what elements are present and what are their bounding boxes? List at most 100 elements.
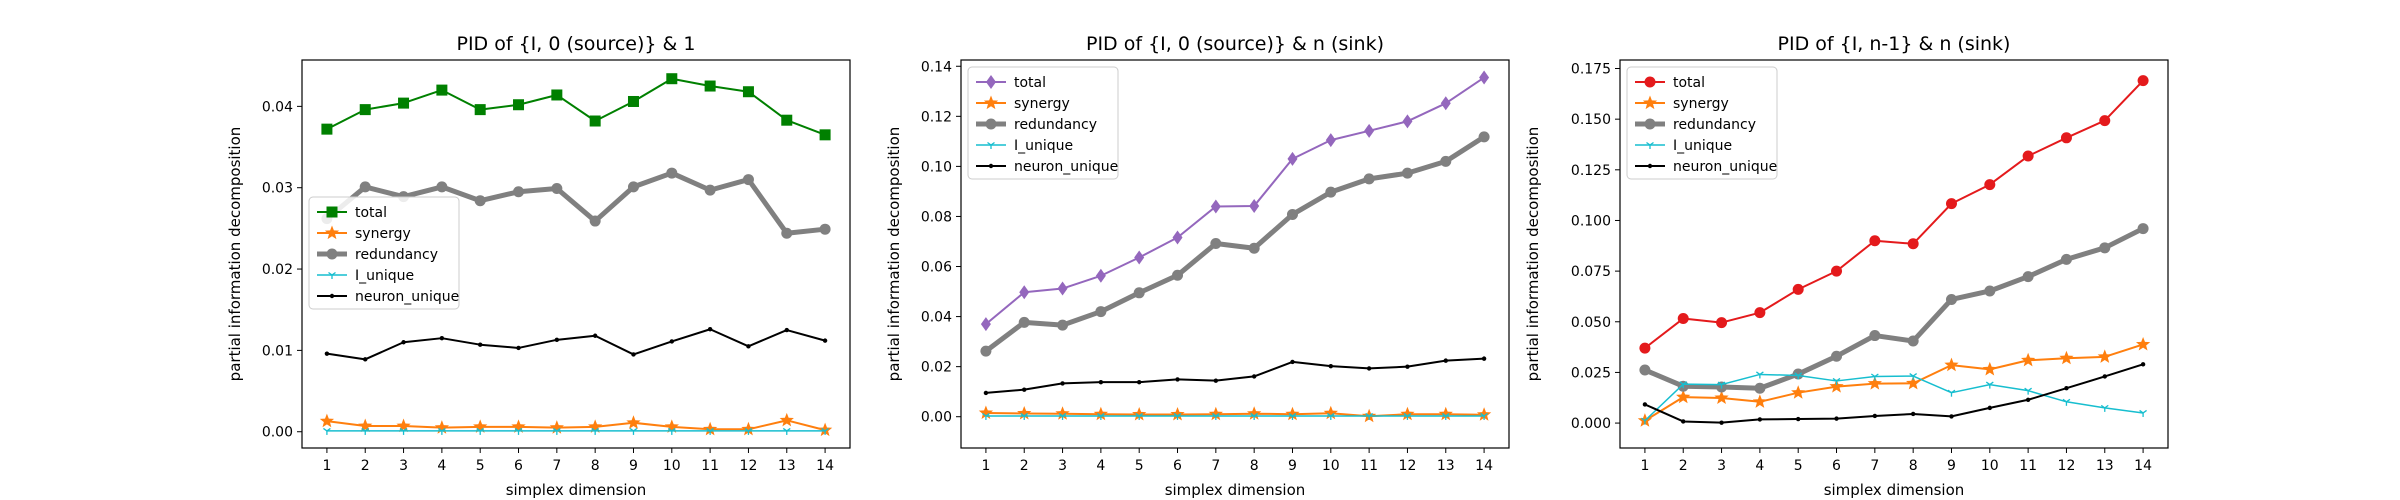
series-line [985, 411, 1485, 418]
data-point [319, 413, 335, 428]
y-tick-label: 0.06 [921, 260, 952, 276]
x-tick-label: 12 [2058, 458, 2076, 474]
data-point [742, 86, 754, 98]
data-point [1288, 412, 1297, 420]
data-point [551, 89, 563, 101]
x-tick-label: 3 [1058, 458, 1067, 474]
data-point [706, 427, 715, 435]
y-tick-label: 0.10 [921, 159, 952, 175]
data-point [1945, 293, 1957, 305]
data-point [1947, 389, 1956, 397]
data-point [363, 357, 368, 362]
plot-frame [1619, 59, 2169, 449]
data-point [1829, 379, 1844, 393]
data-point [1910, 411, 1916, 417]
x-tick-label: 1 [1640, 458, 1649, 474]
x-tick-label: 4 [1096, 458, 1105, 474]
data-point [514, 427, 523, 435]
series-total [1639, 75, 2149, 354]
x-tick-label: 7 [1211, 458, 1220, 474]
data-point [1325, 133, 1336, 148]
x-axis-label: simplex dimension [506, 481, 647, 499]
data-point [1754, 382, 1766, 394]
data-point [741, 421, 756, 436]
data-point [1247, 406, 1262, 420]
data-point [819, 129, 831, 141]
data-point [1639, 342, 1651, 354]
data-point [324, 351, 330, 356]
legend-marker [1646, 141, 1654, 149]
data-point [1132, 406, 1147, 421]
data-point [589, 115, 601, 127]
data-point [1058, 412, 1067, 420]
legend-label: neuron_unique [1673, 159, 1777, 175]
data-point [707, 327, 713, 332]
legend-label: redundancy [1014, 117, 1097, 133]
data-point [1057, 319, 1069, 331]
data-point [1907, 238, 1919, 250]
data-point [1479, 70, 1490, 85]
y-tick-label: 0.02 [921, 360, 952, 376]
x-tick-label: 9 [629, 458, 638, 474]
data-point [589, 215, 601, 227]
plot-frame [960, 59, 1510, 449]
data-point [784, 327, 789, 333]
y-axis-label: partial information decomposition [1524, 127, 1542, 382]
data-point [554, 337, 560, 343]
x-tick-label: 6 [1173, 458, 1182, 474]
data-point [1018, 316, 1030, 328]
data-point [782, 427, 791, 435]
data-point [1719, 420, 1724, 425]
legend: total synergy redundancy I_unique neuron_uni… [967, 66, 1119, 180]
y-tick-label: 0.03 [262, 181, 293, 197]
x-tick-label: 5 [476, 458, 485, 474]
data-point [513, 99, 525, 111]
data-point [1679, 381, 1688, 389]
data-point [473, 419, 488, 433]
data-point [2059, 350, 2074, 365]
data-point [1134, 250, 1145, 265]
data-point [361, 427, 370, 435]
x-tick-label: 11 [2019, 458, 2037, 474]
data-point [358, 418, 373, 433]
data-point [1326, 412, 1335, 420]
data-point [2062, 398, 2071, 406]
legend-marker [1647, 163, 1653, 169]
data-point [1325, 186, 1337, 198]
x-tick-label: 14 [816, 458, 834, 474]
y-axis-label: partial information decomposition [885, 127, 903, 382]
chart-panel-3: PID of {I, n-1} & n (sink) simplex dimens… [1524, 33, 2169, 499]
data-point [746, 344, 751, 349]
data-point [1717, 381, 1726, 389]
data-point [436, 84, 448, 96]
data-point [396, 418, 411, 433]
data-point [1133, 287, 1145, 299]
data-point [1676, 389, 1691, 404]
x-tick-label: 8 [1250, 458, 1259, 474]
data-point [2060, 132, 2072, 144]
series-line [326, 419, 826, 432]
data-point [1869, 330, 1881, 342]
data-point [1714, 390, 1729, 405]
y-tick-label: 0.025 [1571, 365, 1611, 381]
x-tick-label: 2 [1020, 458, 1029, 474]
data-point [1906, 375, 1921, 390]
data-point [1867, 376, 1882, 390]
x-tick-label: 13 [1437, 458, 1455, 474]
data-point [2139, 409, 2147, 417]
data-point [666, 73, 678, 85]
data-point [631, 352, 636, 357]
legend-marker [324, 225, 340, 240]
data-point [1909, 373, 1918, 381]
data-point [1136, 379, 1142, 385]
data-point [1175, 377, 1180, 382]
x-tick-label: 14 [2134, 458, 2152, 474]
data-point [2025, 397, 2031, 402]
y-tick-label: 0.12 [921, 109, 952, 125]
series-line [326, 77, 826, 136]
legend-label: redundancy [355, 247, 438, 263]
x-tick-label: 9 [1947, 458, 1956, 474]
legend-item: synergy [317, 225, 411, 242]
data-point [1402, 114, 1413, 129]
legend-marker [1642, 95, 1658, 110]
